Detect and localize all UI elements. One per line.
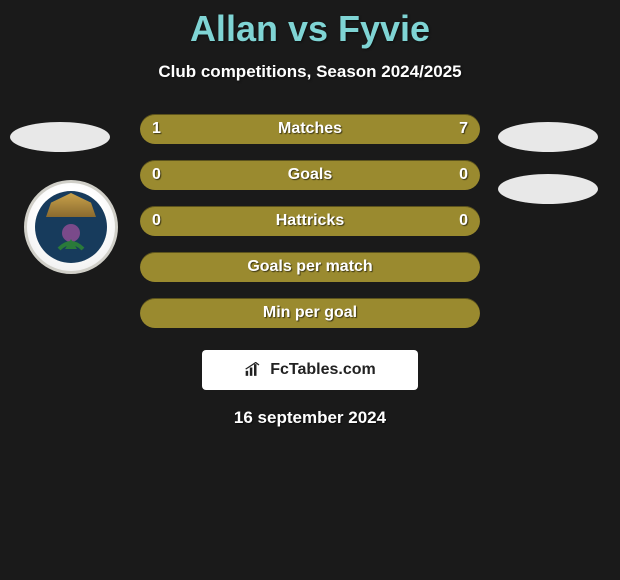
bar-goals: 0 Goals 0: [140, 160, 480, 190]
bar-right-value: 0: [459, 212, 468, 230]
player-right-badge-2: [498, 174, 598, 204]
bar-matches: 1 Matches 7: [140, 114, 480, 144]
bar-label: Matches: [278, 120, 342, 138]
attribution-text: FcTables.com: [270, 361, 376, 379]
bar-right-value: 7: [459, 120, 468, 138]
crest-thistle-icon: [51, 219, 91, 253]
bar-label: Goals: [288, 166, 332, 184]
player-right-badge: [498, 122, 598, 152]
attribution-box[interactable]: FcTables.com: [202, 350, 418, 390]
bar-left-value: 1: [152, 120, 161, 138]
page-title: Allan vs Fyvie: [0, 0, 620, 50]
bar-hattricks: 0 Hattricks 0: [140, 206, 480, 236]
bar-min-per-goal: Min per goal: [140, 298, 480, 328]
crest-eagle-icon: [46, 193, 96, 217]
bar-label: Goals per match: [247, 258, 372, 276]
club-crest: [24, 180, 118, 274]
date-text: 16 september 2024: [0, 408, 620, 428]
comparison-bars: 1 Matches 7 0 Goals 0 0 Hattricks 0 Goal…: [140, 114, 480, 328]
bar-left-value: 0: [152, 166, 161, 184]
bar-left-value: 0: [152, 212, 161, 230]
player-left-badge: [10, 122, 110, 152]
bar-label: Hattricks: [276, 212, 344, 230]
bar-goals-per-match: Goals per match: [140, 252, 480, 282]
chart-icon: [244, 362, 264, 378]
bar-right-value: 0: [459, 166, 468, 184]
bar-label: Min per goal: [263, 304, 357, 322]
subtitle: Club competitions, Season 2024/2025: [0, 62, 620, 82]
